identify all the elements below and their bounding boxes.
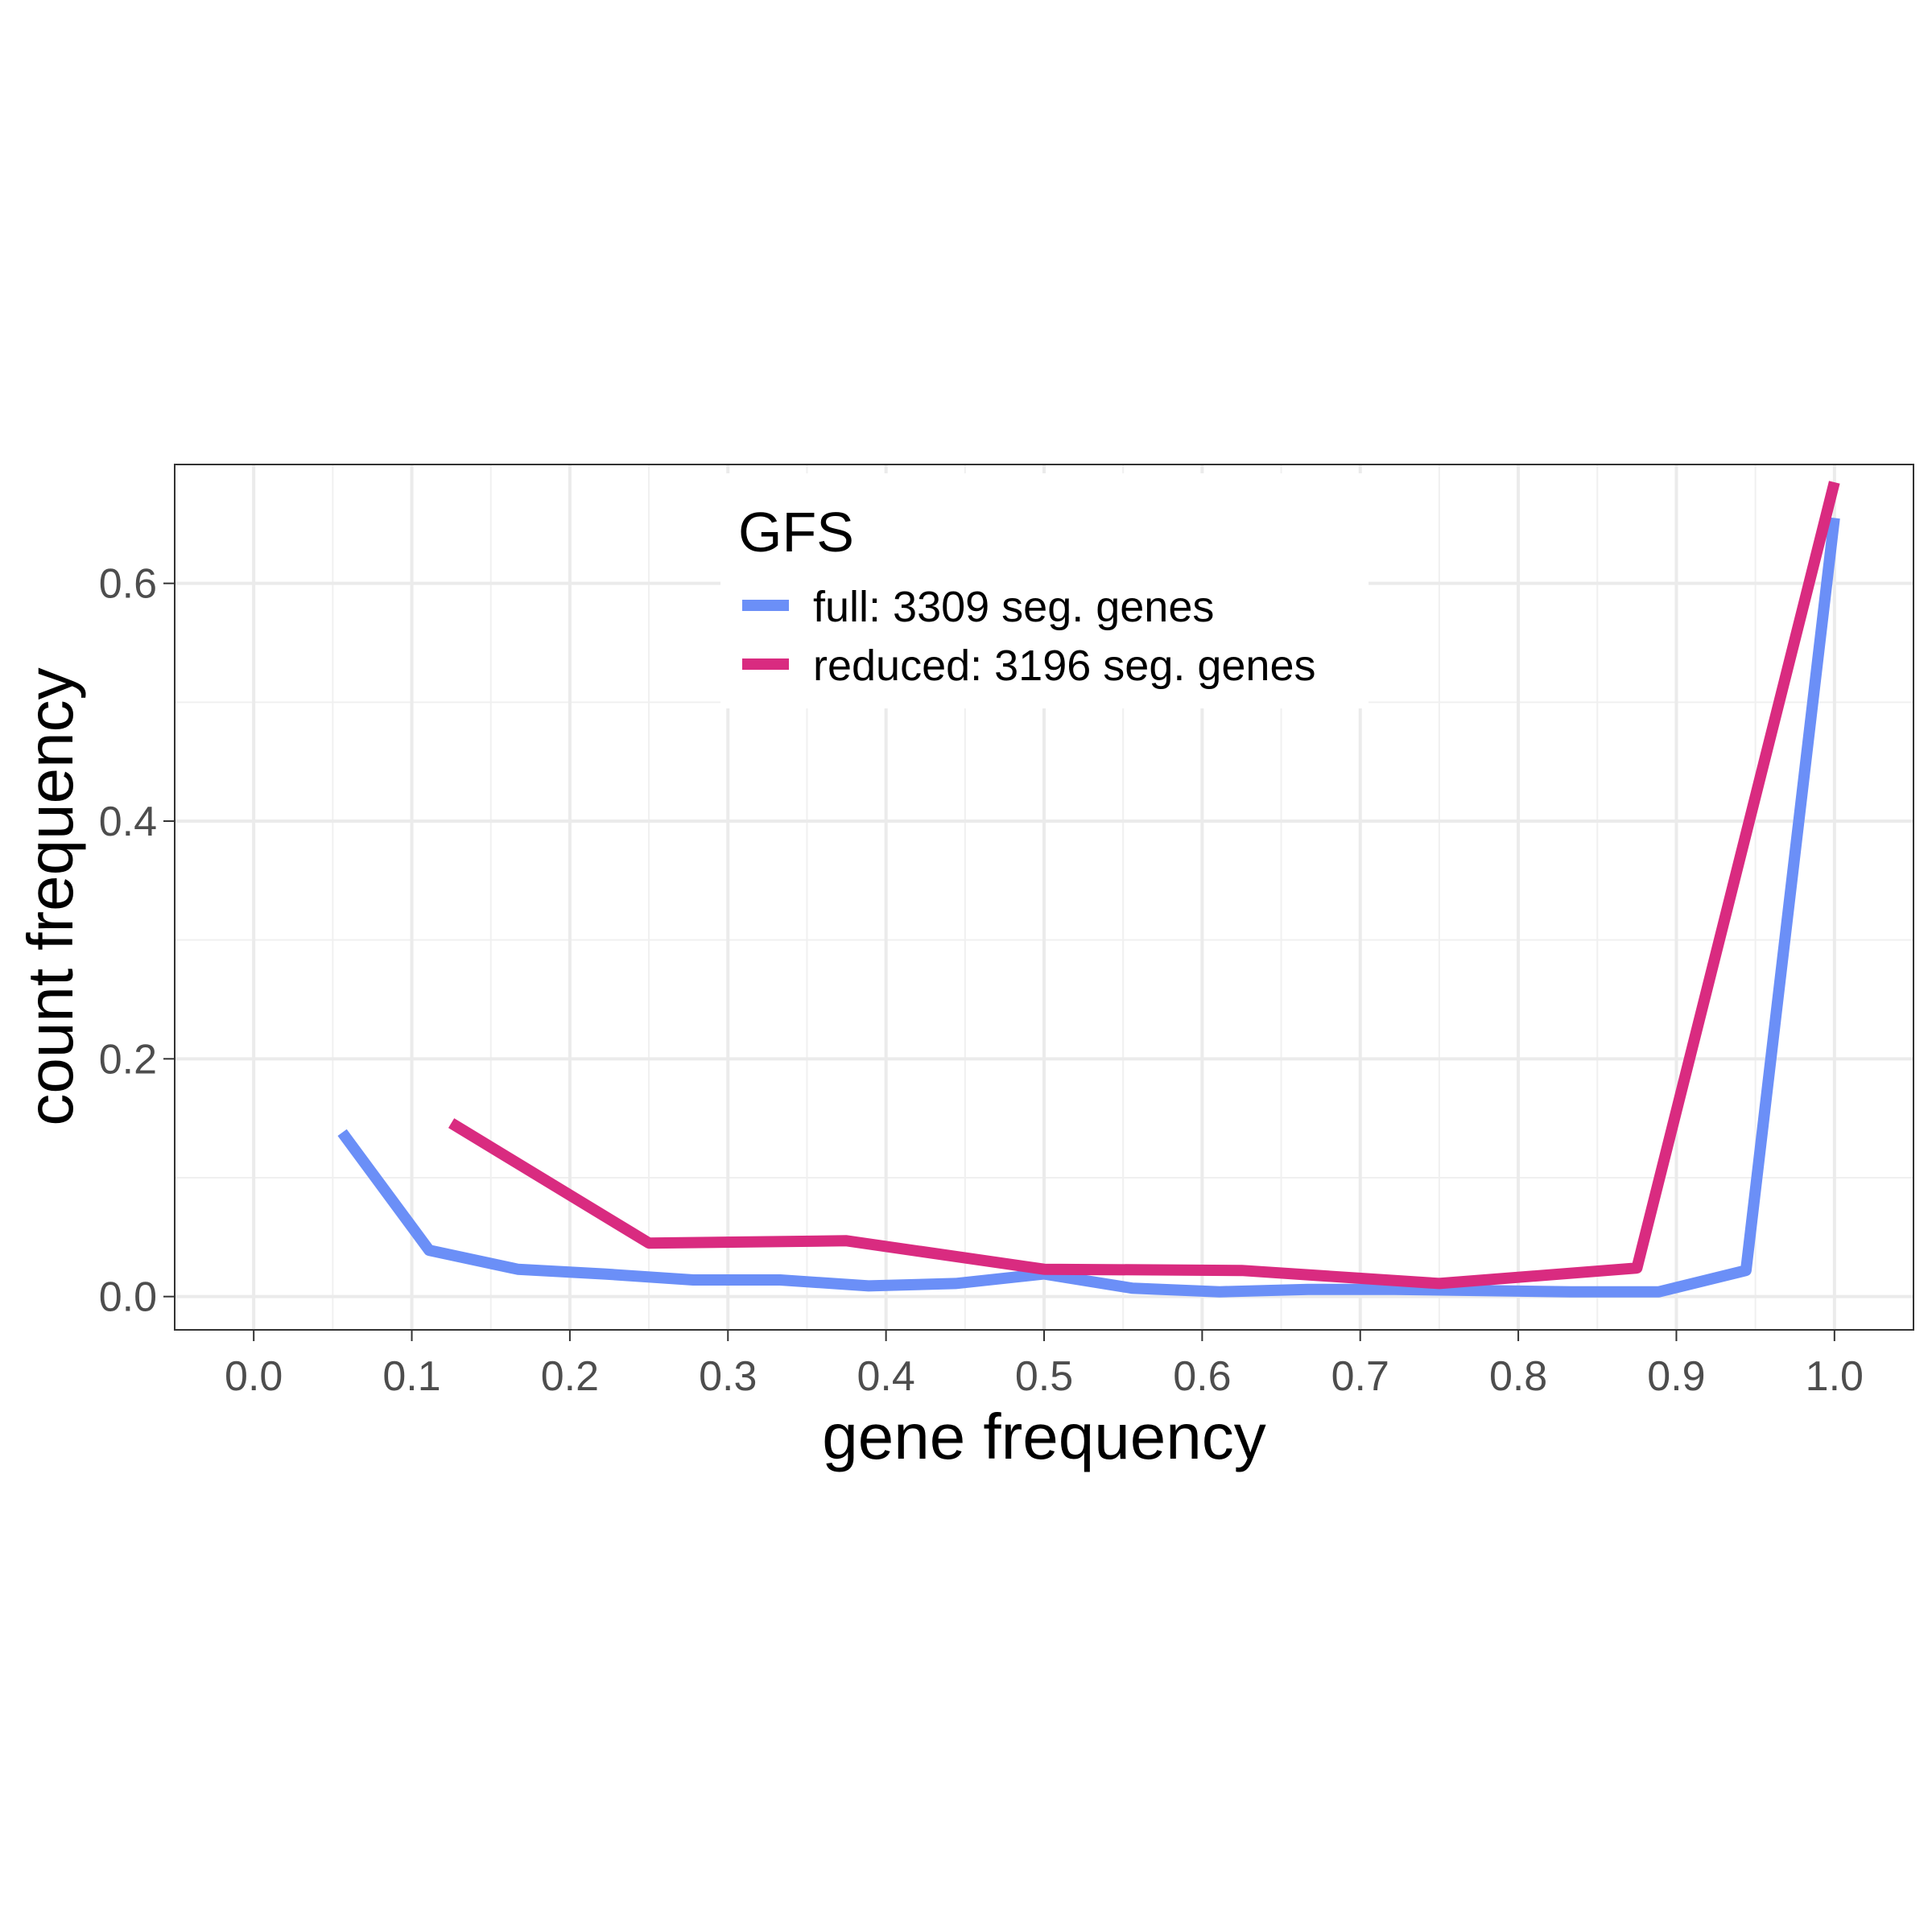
y-axis-ticks: 0.0 0.2 0.4 0.6 (99, 561, 175, 1321)
x-axis-title: gene frequency (822, 1401, 1266, 1472)
x-tick-label: 0.6 (1173, 1353, 1231, 1400)
x-tick-label: 0.3 (699, 1353, 757, 1400)
x-tick-label: 0.9 (1647, 1353, 1705, 1400)
series-lines (337, 481, 1840, 1298)
x-tick-label: 0.5 (1015, 1353, 1073, 1400)
legend: GFS full: 3309 seg. genes reduced: 3196 … (720, 473, 1368, 708)
x-tick-label: 0.8 (1489, 1353, 1547, 1400)
legend-label-full: full: 3309 seg. genes (813, 583, 1214, 631)
x-axis-ticks: 0.0 0.1 0.2 0.3 0.4 0.5 0.6 0.7 0.8 0.9 1.0 (225, 1330, 1864, 1400)
y-axis-title: count frequency (14, 667, 86, 1125)
legend-background (720, 473, 1368, 708)
x-tick-label: 0.4 (857, 1353, 914, 1400)
legend-title: GFS (738, 501, 854, 564)
x-tick-label: 0.1 (382, 1353, 440, 1400)
y-tick-label: 0.4 (99, 799, 157, 845)
x-tick-label: 0.2 (541, 1353, 599, 1400)
y-tick-label: 0.2 (99, 1036, 157, 1083)
y-tick-label: 0.0 (99, 1274, 157, 1321)
legend-label-reduced: reduced: 3196 seg. genes (813, 642, 1315, 690)
series-line-reduced (448, 481, 1840, 1290)
x-tick-label: 0.7 (1331, 1353, 1389, 1400)
y-tick-label: 0.6 (99, 561, 157, 608)
series-line-full (337, 517, 1840, 1298)
x-tick-label: 1.0 (1806, 1353, 1864, 1400)
x-tick-label: 0.0 (225, 1353, 283, 1400)
